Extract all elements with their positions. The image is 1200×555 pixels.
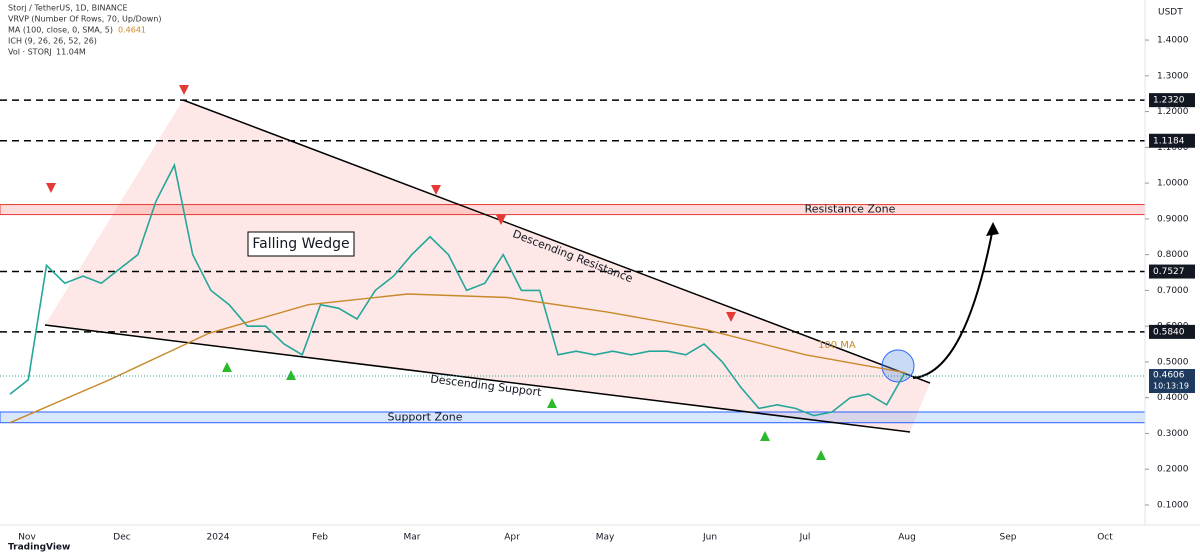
- ma-value: 0.4641: [118, 26, 146, 35]
- x-tick-label: Apr: [504, 533, 520, 543]
- x-tick-label: Sep: [1000, 533, 1017, 543]
- x-tick-label: Oct: [1097, 533, 1113, 543]
- y-tick-label: 0.9000: [1157, 214, 1189, 224]
- price-axis: [1145, 0, 1200, 525]
- level-label: 0.7527: [1153, 267, 1185, 277]
- y-tick-label: 1.4000: [1157, 36, 1189, 46]
- last-price-tag: [1149, 369, 1195, 394]
- y-tick-label: 0.4000: [1157, 393, 1189, 403]
- y-tick-label: 0.8000: [1157, 250, 1189, 260]
- x-tick-label: Feb: [312, 533, 328, 543]
- y-tick-label: 1.0000: [1157, 179, 1189, 189]
- resistance-line: [182, 99, 931, 384]
- x-tick-label: May: [596, 533, 615, 543]
- y-tick-label: 0.7000: [1157, 286, 1189, 296]
- breakout-circle: [881, 349, 915, 383]
- vol-value: 11.04M: [56, 48, 86, 57]
- zone: [0, 411, 1146, 424]
- x-tick-label: Mar: [404, 533, 421, 543]
- level-tag: [1149, 93, 1195, 108]
- ma-label: 100 MA: [818, 340, 856, 351]
- brand: TradingView: [8, 543, 70, 553]
- buy-arrows: [222, 362, 826, 460]
- y-tick-label: 1.3000: [1157, 71, 1189, 81]
- projection-arrow: [912, 227, 994, 379]
- level-tag: [1149, 324, 1195, 339]
- x-tick-label: Dec: [113, 533, 130, 543]
- x-tick-label: Aug: [898, 533, 916, 543]
- legend-line: VRVP (Number Of Rows, 70, Up/Down): [8, 15, 161, 24]
- pattern-label: Falling Wedge: [252, 236, 349, 252]
- legend-line: Storj / TetherUS, 1D, BINANCE: [8, 4, 128, 13]
- y-tick-label: 0.2000: [1157, 465, 1189, 475]
- pattern-box: [247, 231, 355, 257]
- legend-line: MA (100, close, 0, SMA, 5): [8, 26, 113, 35]
- level-label: 0.5840: [1153, 327, 1185, 337]
- y-tick-label: 0.5000: [1157, 357, 1189, 367]
- level-label: 1.2320: [1153, 96, 1185, 106]
- sell-arrows: [46, 85, 736, 322]
- zone-label: Support Zone: [388, 410, 463, 423]
- countdown: 10:13:19: [1153, 382, 1189, 391]
- y-tick-label: 0.1000: [1157, 500, 1189, 510]
- ma-line: [9, 293, 906, 424]
- brand-bg: [0, 540, 90, 555]
- legend-line: Vol · STORJ: [8, 48, 52, 57]
- currency: USDT: [1158, 8, 1183, 18]
- x-tick-label: Jul: [799, 533, 811, 543]
- y-tick-label: 0.3000: [1157, 429, 1189, 439]
- x-tick-label: 2024: [207, 533, 230, 543]
- price-line: [9, 162, 906, 417]
- zone: [0, 204, 1146, 216]
- level-tag: [1149, 133, 1195, 148]
- level-tag: [1149, 264, 1195, 279]
- arrow-head: [986, 222, 999, 236]
- y-tick-label: 1.2000: [1157, 107, 1189, 117]
- last-price-label: 0.4606: [1153, 371, 1185, 381]
- x-tick-label: Jun: [702, 533, 717, 543]
- zone-label: Resistance Zone: [805, 203, 896, 216]
- level-label: 1.1184: [1153, 136, 1185, 146]
- x-tick-label: Nov: [18, 533, 36, 543]
- y-tick-label: 1.1000: [1157, 143, 1189, 153]
- legend-line: ICH (9, 26, 26, 52, 26): [8, 37, 97, 46]
